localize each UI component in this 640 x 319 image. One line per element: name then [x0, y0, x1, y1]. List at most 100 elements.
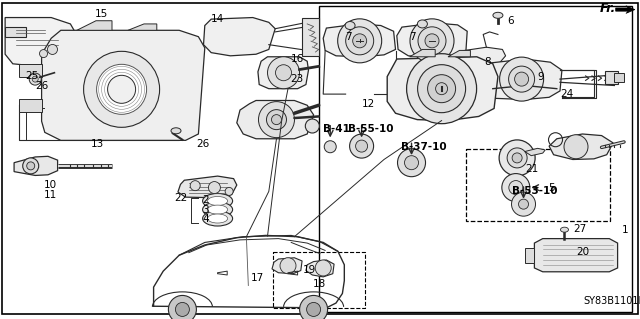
Text: 19: 19	[303, 264, 316, 275]
Text: B-55-10: B-55-10	[348, 124, 394, 134]
Polygon shape	[525, 248, 534, 263]
Circle shape	[425, 34, 439, 48]
Circle shape	[268, 57, 300, 89]
Polygon shape	[549, 134, 613, 160]
Text: 12: 12	[362, 99, 376, 109]
Polygon shape	[306, 260, 334, 277]
Polygon shape	[237, 100, 314, 139]
Polygon shape	[204, 18, 275, 56]
Circle shape	[397, 149, 426, 177]
Circle shape	[300, 295, 328, 319]
Circle shape	[271, 115, 282, 125]
Circle shape	[406, 54, 477, 124]
Circle shape	[275, 65, 292, 81]
Polygon shape	[272, 258, 302, 274]
Circle shape	[315, 260, 332, 276]
Circle shape	[404, 156, 419, 170]
Text: 2: 2	[202, 195, 209, 205]
Circle shape	[428, 75, 456, 103]
Bar	[273, 252, 365, 308]
Text: 7: 7	[410, 32, 416, 42]
Polygon shape	[525, 148, 545, 156]
Ellipse shape	[417, 20, 428, 28]
Text: SY83B1101B: SY83B1101B	[584, 296, 640, 307]
Circle shape	[502, 174, 530, 202]
Text: B-37-10: B-37-10	[401, 142, 446, 152]
Circle shape	[500, 57, 543, 101]
Polygon shape	[5, 18, 77, 67]
Ellipse shape	[561, 227, 568, 232]
Circle shape	[338, 19, 381, 63]
Polygon shape	[448, 50, 470, 57]
Polygon shape	[453, 47, 506, 69]
Circle shape	[418, 27, 446, 55]
Text: 27: 27	[573, 224, 586, 234]
Polygon shape	[5, 27, 26, 37]
Polygon shape	[258, 57, 308, 89]
Polygon shape	[387, 57, 498, 121]
Polygon shape	[302, 18, 319, 56]
Text: 22: 22	[174, 193, 188, 203]
Text: 23: 23	[290, 74, 303, 84]
Circle shape	[509, 66, 534, 92]
Polygon shape	[534, 239, 618, 272]
Text: 15: 15	[95, 9, 108, 19]
Text: 3: 3	[202, 204, 209, 215]
Polygon shape	[42, 30, 205, 140]
Text: 6: 6	[508, 16, 514, 26]
Text: 17: 17	[251, 272, 264, 283]
Text: 16: 16	[291, 54, 305, 64]
Text: 4: 4	[202, 214, 209, 225]
Ellipse shape	[203, 211, 232, 226]
Ellipse shape	[203, 202, 232, 217]
Circle shape	[168, 295, 196, 319]
Circle shape	[209, 182, 220, 194]
Polygon shape	[616, 6, 635, 13]
Text: 9: 9	[538, 71, 544, 82]
Ellipse shape	[171, 128, 181, 134]
Polygon shape	[19, 99, 42, 112]
Bar	[466, 149, 610, 221]
Circle shape	[436, 83, 447, 95]
Text: 26: 26	[35, 81, 49, 91]
Text: 5: 5	[548, 183, 554, 193]
Circle shape	[518, 199, 529, 209]
Polygon shape	[397, 23, 467, 57]
Circle shape	[499, 140, 535, 176]
Circle shape	[280, 258, 296, 274]
Text: 11: 11	[44, 189, 57, 200]
Circle shape	[97, 64, 147, 114]
Text: B-53-10: B-53-10	[512, 186, 557, 197]
Polygon shape	[178, 176, 237, 198]
Circle shape	[564, 135, 588, 159]
Polygon shape	[323, 24, 396, 57]
Circle shape	[507, 148, 527, 168]
Ellipse shape	[493, 12, 503, 18]
Text: 24: 24	[560, 89, 573, 99]
Polygon shape	[614, 73, 624, 82]
Circle shape	[32, 76, 38, 82]
Ellipse shape	[203, 193, 232, 209]
Text: 13: 13	[91, 138, 104, 149]
Text: 7: 7	[346, 32, 352, 42]
Circle shape	[349, 134, 374, 158]
Circle shape	[410, 19, 454, 63]
Circle shape	[324, 141, 336, 153]
Ellipse shape	[207, 197, 228, 205]
Text: 20: 20	[576, 247, 589, 257]
Circle shape	[225, 187, 233, 196]
Circle shape	[175, 302, 189, 316]
Circle shape	[84, 51, 159, 127]
Polygon shape	[605, 71, 618, 84]
Text: 10: 10	[44, 180, 57, 190]
Ellipse shape	[207, 205, 228, 214]
Circle shape	[417, 65, 466, 113]
Circle shape	[346, 27, 374, 55]
Text: Fr.: Fr.	[600, 3, 616, 15]
Text: 8: 8	[484, 57, 490, 67]
Text: 1: 1	[621, 225, 628, 235]
Text: 14: 14	[211, 14, 225, 24]
Ellipse shape	[345, 21, 355, 30]
Circle shape	[23, 158, 38, 174]
Circle shape	[190, 181, 200, 191]
